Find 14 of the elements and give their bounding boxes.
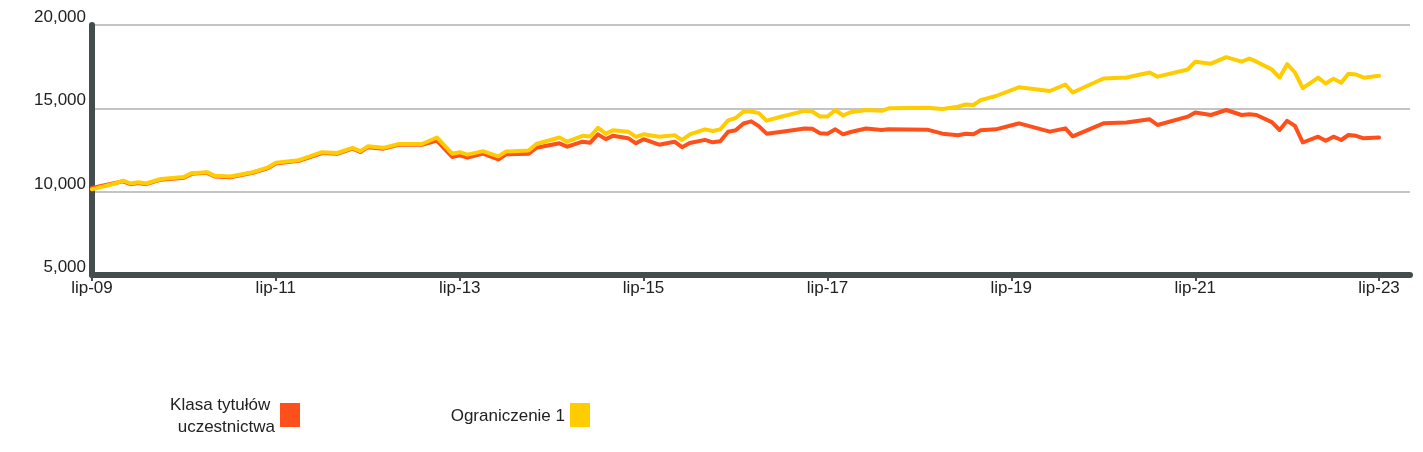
y-tick-label: 5,000 [43,257,86,276]
x-tick-label: lip-09 [71,278,113,297]
x-tick-label: lip-17 [806,278,849,297]
x-tick-label: lip-13 [438,278,481,297]
y-tick-label: 15,000 [34,90,86,110]
x-tick-label: lip-19 [990,278,1033,297]
x-tick-label: lip-21 [1174,278,1217,297]
x-tick-label: lip-15 [622,278,665,297]
y-tick-label: 10,000 [34,173,86,193]
legend-label: Ograniczenie 1 [450,405,565,425]
x-tick-label: lip-11 [255,278,296,297]
legend-label: Klasa tytułów uczestnictwa [170,394,276,436]
y-tick-label: 20,000 [34,7,86,26]
x-tick-label: lip-23 [1358,278,1400,297]
